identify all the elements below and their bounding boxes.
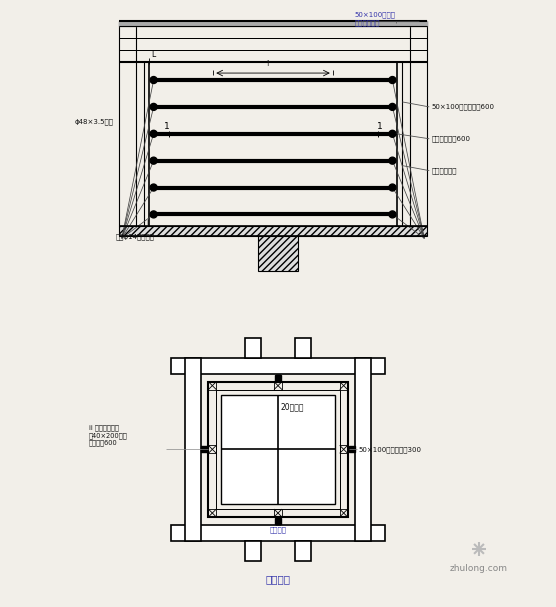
Bar [119,21,136,226]
Bar [295,338,311,358]
Circle shape [389,211,396,218]
Circle shape [150,103,157,110]
Bar [258,236,298,271]
Bar [208,509,216,517]
Text: 外覆模板一层: 外覆模板一层 [431,168,456,174]
Text: ϕ48×3.5钢管: ϕ48×3.5钢管 [75,118,114,125]
Text: 斜撑ϕ14钢筋加钉: 斜撑ϕ14钢筋加钉 [116,233,155,240]
Bar [340,382,348,390]
Bar [355,358,370,541]
Text: 50×100木方木
加密度层板模: 50×100木方木 加密度层板模 [355,12,396,25]
Bar [340,509,348,517]
Bar [208,382,216,390]
Bar [119,21,427,26]
Circle shape [389,184,396,191]
Text: ↑: ↑ [265,59,271,68]
Circle shape [150,76,157,84]
Circle shape [389,157,396,164]
Text: ii 钢管夹紧角板
钢40×200夹角
钢加大距600: ii 钢管夹紧角板 钢40×200夹角 钢加大距600 [89,424,128,446]
Bar [208,446,216,453]
Bar [275,375,281,381]
Circle shape [150,157,157,164]
Circle shape [150,131,157,137]
Bar [186,358,201,541]
Circle shape [389,103,396,110]
Circle shape [389,76,396,84]
Circle shape [150,211,157,218]
Bar [410,21,427,226]
Text: 对拉螺桩: 对拉螺桩 [270,526,286,532]
Bar [245,338,261,358]
Bar [171,525,385,541]
Bar [274,382,282,390]
Bar [245,541,261,561]
Bar [275,518,281,524]
Bar [216,390,340,509]
Text: L: L [152,50,156,59]
Text: 1: 1 [163,123,170,131]
Text: L: L [147,220,151,229]
Bar [119,226,427,236]
Bar [221,395,335,504]
Text: 对拉联校间距600: 对拉联校间距600 [431,135,470,142]
Text: 50×100木方木间距600: 50×100木方木间距600 [431,104,494,110]
Bar [349,446,355,452]
Bar [274,509,282,517]
Bar [171,358,385,374]
Bar [208,382,348,517]
Bar [201,446,207,452]
Circle shape [150,184,157,191]
Text: 住模板图: 住模板图 [266,574,290,584]
Text: 50×100竹方木间距300: 50×100竹方木间距300 [359,446,421,453]
Circle shape [389,131,396,137]
Text: zhulong.com: zhulong.com [450,565,508,573]
Bar [295,541,311,561]
Bar [340,446,348,453]
Text: 20厚模板: 20厚模板 [281,402,305,412]
Text: 1: 1 [376,123,383,131]
